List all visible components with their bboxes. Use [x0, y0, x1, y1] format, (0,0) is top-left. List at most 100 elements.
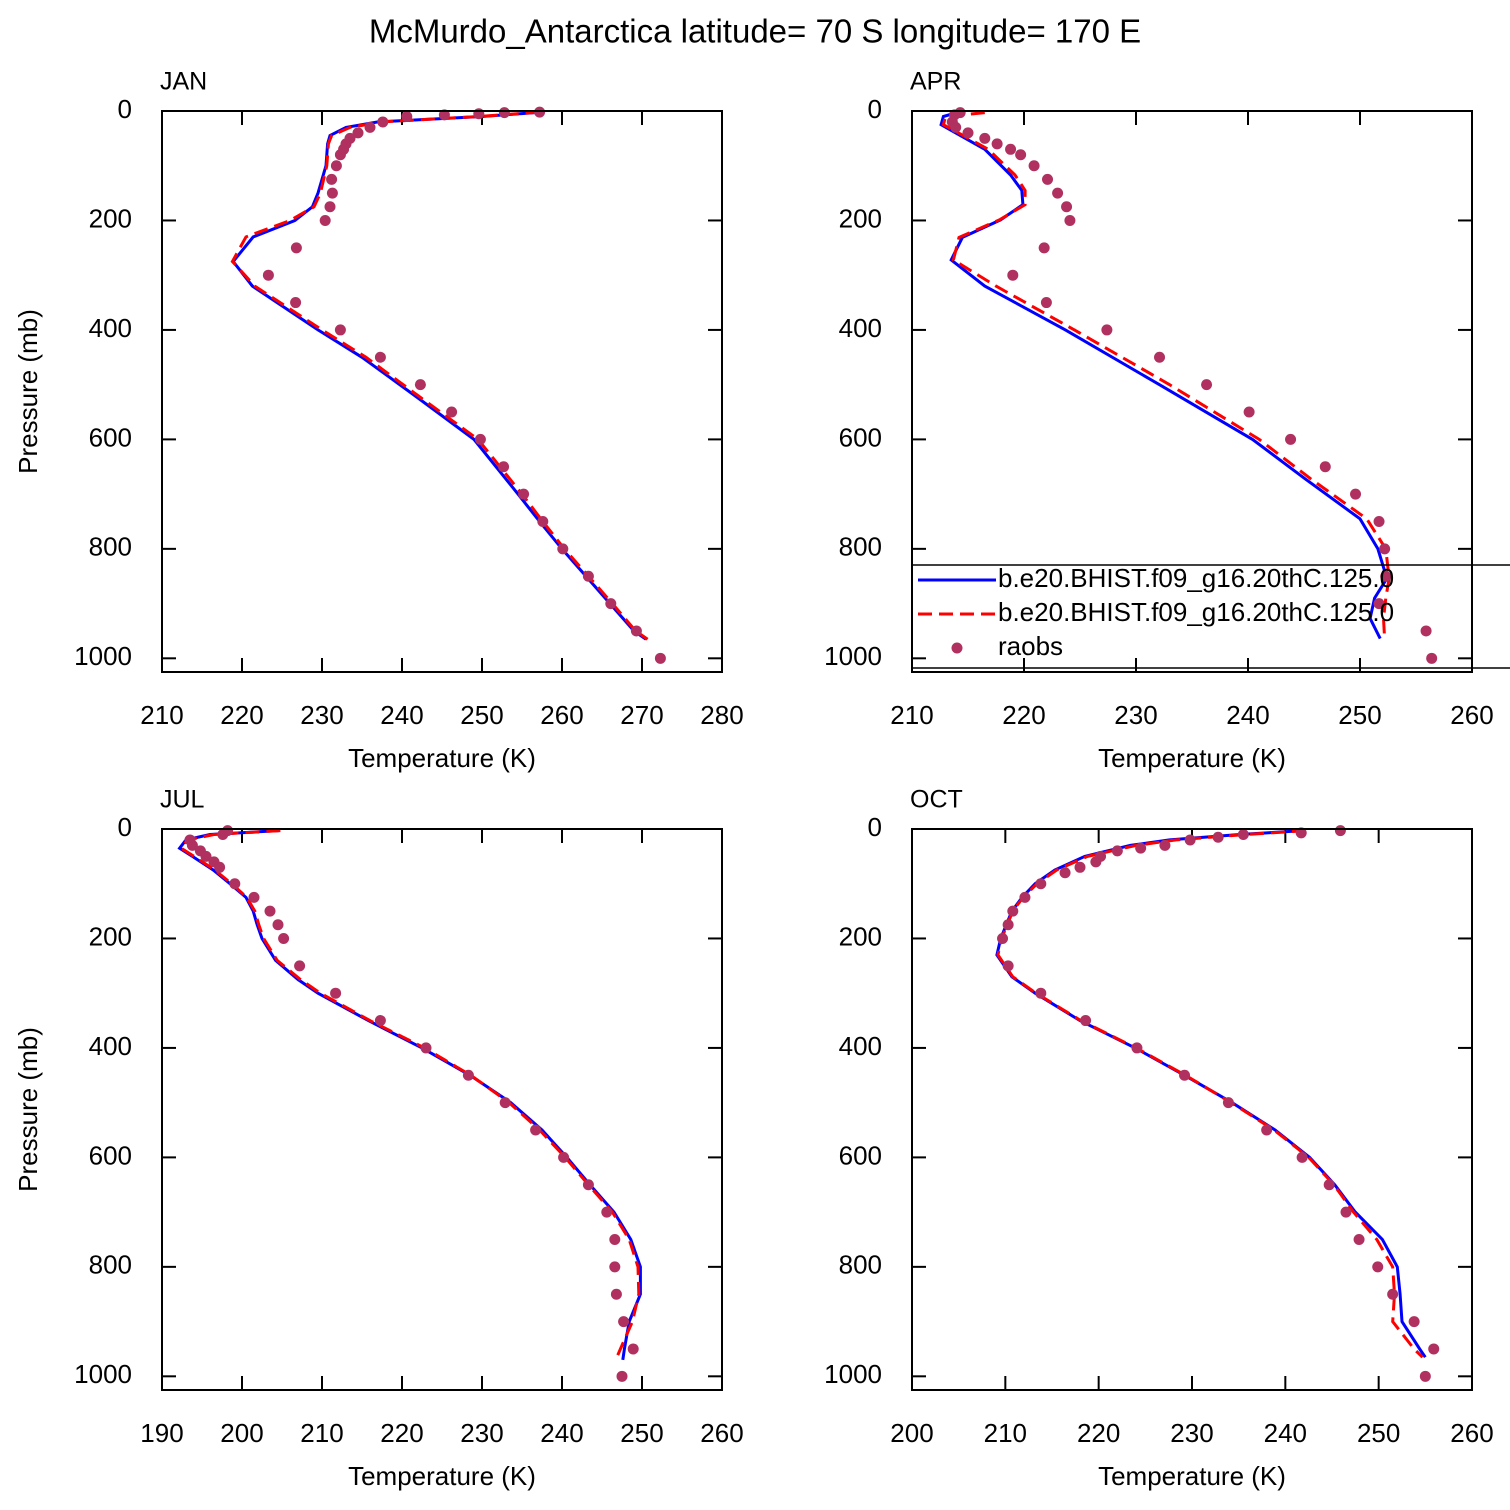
obs-point: [326, 173, 338, 185]
obs-point: [229, 878, 241, 890]
obs-point: [334, 324, 346, 336]
panel-title: APR: [910, 68, 961, 96]
x-axis-label: Temperature (K): [1098, 1461, 1286, 1491]
y-tick-label: 400: [89, 313, 132, 343]
y-tick-label: 200: [839, 203, 882, 233]
obs-point: [1007, 269, 1019, 281]
y-tick-label: 0: [118, 812, 132, 842]
legend-marker: [951, 642, 963, 654]
obs-point: [374, 1015, 386, 1027]
obs-point: [1212, 831, 1224, 843]
obs-point: [1184, 834, 1196, 846]
profile-line: [230, 110, 649, 641]
panel: JUL Temperature (K) Pressure (mb) 190 200 210…: [13, 786, 744, 1491]
x-tick-label: 240: [540, 1418, 583, 1448]
y-axis-label: Pressure (mb): [13, 1027, 43, 1192]
obs-point: [1380, 570, 1392, 582]
obs-point: [1007, 905, 1019, 917]
obs-point: [462, 1069, 474, 1081]
obs-point: [326, 187, 338, 199]
obs-point: [1295, 827, 1307, 839]
obs-point: [1005, 143, 1017, 155]
y-tick-label: 800: [839, 532, 882, 562]
obs-point: [377, 116, 389, 128]
obs-point: [1040, 297, 1052, 309]
obs-point: [290, 297, 302, 309]
obs-point: [610, 1288, 622, 1300]
obs-point: [1428, 1343, 1440, 1355]
obs-point: [1038, 242, 1050, 254]
profile-line: [179, 829, 641, 1359]
x-tick-label: 230: [1170, 1418, 1213, 1448]
obs-point: [1101, 324, 1113, 336]
obs-point: [1064, 214, 1076, 226]
figure-title: McMurdo_Antarctica latitude= 70 S longit…: [369, 13, 1141, 50]
obs-point: [582, 570, 594, 582]
obs-point: [319, 214, 331, 226]
obs-point: [530, 1124, 542, 1136]
x-tick-label: 260: [540, 700, 583, 730]
x-tick-label: 240: [1226, 700, 1269, 730]
obs-point: [1179, 1069, 1191, 1081]
x-axis-label: Temperature (K): [348, 743, 536, 773]
obs-point: [1052, 187, 1064, 199]
x-tick-label: 210: [140, 700, 183, 730]
obs-point: [1019, 891, 1031, 903]
plot-frame: [911, 110, 1473, 673]
obs-point: [1131, 1042, 1143, 1054]
y-tick-label: 800: [89, 1250, 132, 1280]
obs-point: [997, 932, 1009, 944]
obs-point: [1035, 987, 1047, 999]
x-tick-label: 190: [140, 1418, 183, 1448]
panel-title: JAN: [160, 68, 207, 96]
obs-point: [605, 598, 617, 610]
obs-point: [616, 1370, 628, 1382]
x-tick-label: 260: [1450, 1418, 1493, 1448]
obs-point: [979, 132, 991, 144]
panel: JAN Temperature (K) Pressure (mb) 210 220 230…: [13, 68, 744, 773]
y-tick-label: 400: [839, 1031, 882, 1061]
obs-point: [1080, 1015, 1092, 1027]
x-tick-label: 210: [984, 1418, 1027, 1448]
y-tick-label: 400: [839, 313, 882, 343]
y-tick-label: 0: [868, 94, 882, 124]
panel-title: JUL: [160, 786, 205, 814]
x-tick-label: 200: [890, 1418, 933, 1448]
obs-point: [248, 891, 260, 903]
obs-point: [991, 138, 1003, 150]
y-tick-label: 600: [839, 1140, 882, 1170]
obs-point: [534, 106, 546, 118]
obs-point: [334, 149, 346, 161]
obs-point: [1015, 149, 1027, 161]
obs-point: [1353, 1233, 1365, 1245]
obs-point: [364, 121, 376, 133]
x-tick-label: 210: [300, 1418, 343, 1448]
x-axis-label: Temperature (K): [1098, 743, 1286, 773]
x-axis-label: Temperature (K): [348, 1461, 536, 1491]
obs-point: [1243, 406, 1255, 418]
plot-frame: [161, 828, 723, 1391]
x-tick-label: 220: [220, 700, 263, 730]
legend-label: b.e20.BHIST.f09_g16.20thC.125.0: [998, 597, 1394, 627]
obs-point: [1061, 201, 1073, 213]
y-tick-label: 800: [89, 532, 132, 562]
y-axis-label: Pressure (mb): [13, 309, 43, 474]
obs-point: [1379, 543, 1391, 555]
obs-point: [601, 1206, 613, 1218]
x-tick-label: 250: [460, 700, 503, 730]
obs-point: [582, 1179, 594, 1191]
x-tick-label: 250: [1357, 1418, 1400, 1448]
obs-point: [498, 107, 510, 119]
obs-point: [1373, 515, 1385, 527]
obs-point: [518, 488, 530, 500]
x-tick-label: 250: [1338, 700, 1381, 730]
x-tick-label: 220: [1002, 700, 1045, 730]
x-tick-label: 260: [700, 1418, 743, 1448]
obs-point: [264, 905, 276, 917]
obs-point: [1261, 1124, 1273, 1136]
obs-point: [1035, 878, 1047, 890]
y-tick-label: 200: [89, 203, 132, 233]
obs-point: [1373, 598, 1385, 610]
obs-point: [1042, 173, 1054, 185]
